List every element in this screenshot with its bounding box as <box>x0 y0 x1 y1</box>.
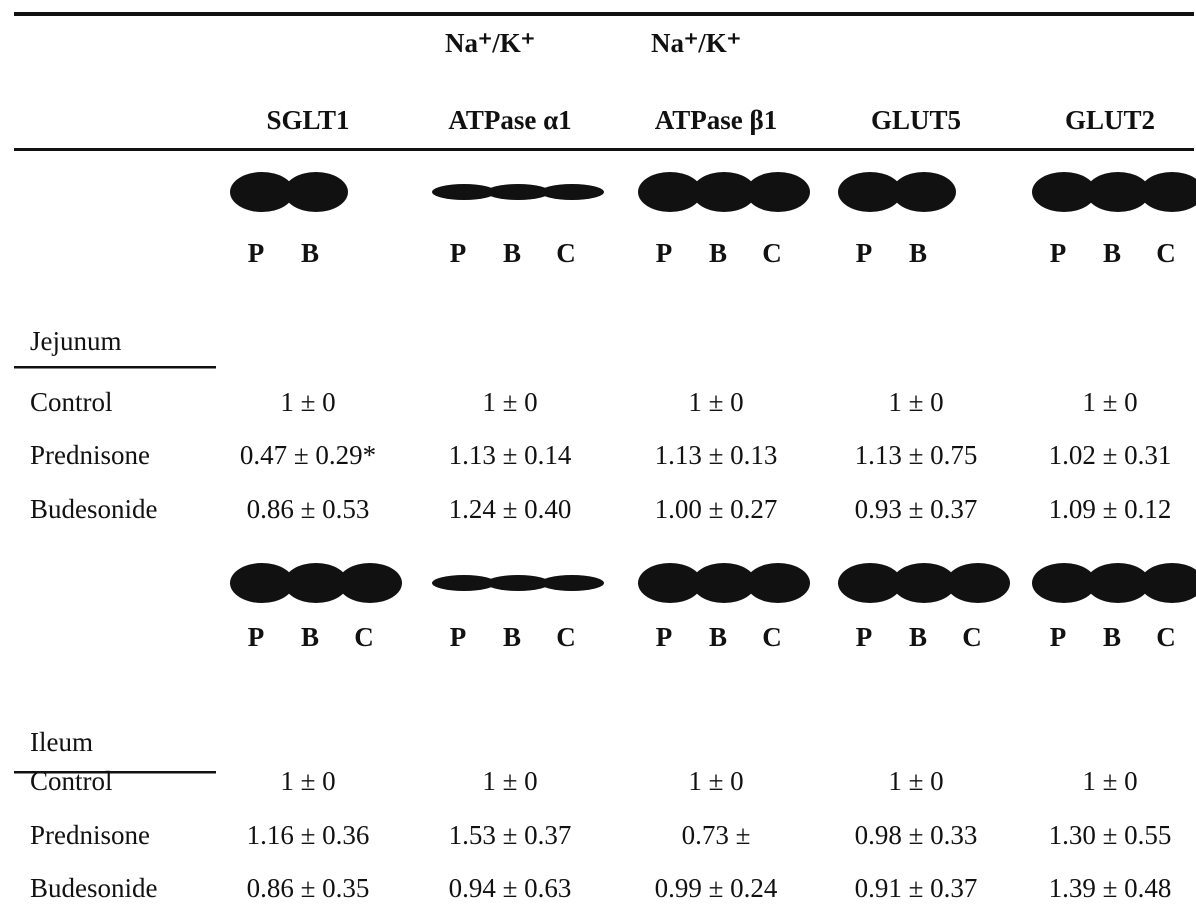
lane-label: B <box>709 238 727 268</box>
lane-label: P <box>248 238 265 268</box>
cell-value: 1.13 ± 0.13 <box>655 440 778 470</box>
cell-value: 1 ± 0 <box>482 766 537 796</box>
table-figure: SGLT1 Na⁺/K⁺ ATPase α1 Na⁺/K⁺ ATPase β1 GLUT5… <box>0 0 1196 906</box>
blot-band <box>540 184 604 200</box>
lane-label: P <box>656 238 673 268</box>
cell-value: 1 ± 0 <box>482 387 537 417</box>
cell-value: 0.99 ± 0.24 <box>655 873 778 903</box>
cell-value: 1.16 ± 0.36 <box>247 820 370 850</box>
lane-label: C <box>1156 238 1176 268</box>
row-label: Prednisone <box>30 820 150 850</box>
cell-value: 1.13 ± 0.14 <box>449 440 572 470</box>
lane-label: C <box>962 622 982 652</box>
column-header: SGLT1 <box>266 105 349 135</box>
cell-value: 0.73 ± <box>682 820 751 850</box>
column-header: GLUT5 <box>871 105 961 135</box>
lane-label: B <box>503 622 521 652</box>
column-header: GLUT2 <box>1065 105 1155 135</box>
cell-value: 1.30 ± 0.55 <box>1049 820 1172 850</box>
row-label: Prednisone <box>30 440 150 470</box>
section-title: Ileum <box>30 727 93 757</box>
lane-label: B <box>301 238 319 268</box>
lane-label: P <box>856 238 873 268</box>
column-header-line: Na⁺/K⁺ <box>445 28 535 58</box>
blot-band <box>746 563 810 603</box>
blot-band <box>946 563 1010 603</box>
lane-label: B <box>503 238 521 268</box>
section-rule <box>14 366 216 369</box>
row-label: Budesonide <box>30 494 158 524</box>
cell-value: 1.09 ± 0.12 <box>1049 494 1172 524</box>
cell-value: 1 ± 0 <box>1082 766 1137 796</box>
lane-label: P <box>450 622 467 652</box>
blot-band <box>540 575 604 591</box>
lane-label: C <box>354 622 374 652</box>
section-title: Jejunum <box>30 326 122 356</box>
top-rule <box>14 12 1194 16</box>
column-header-line: Na⁺/K⁺ <box>651 28 741 58</box>
lane-label: B <box>1103 622 1121 652</box>
cell-value: 1 ± 0 <box>688 387 743 417</box>
blot-band <box>892 172 956 212</box>
cell-value: 1.24 ± 0.40 <box>449 494 572 524</box>
cell-value: 1 ± 0 <box>1082 387 1137 417</box>
cell-value: 1 ± 0 <box>688 766 743 796</box>
cell-value: 1 ± 0 <box>888 766 943 796</box>
blot-band <box>746 172 810 212</box>
lane-label: B <box>909 238 927 268</box>
blot-band <box>338 563 402 603</box>
lane-label: C <box>1156 622 1176 652</box>
header-rule <box>14 148 1194 151</box>
lane-label: P <box>1050 622 1067 652</box>
cell-value: 1.39 ± 0.48 <box>1049 873 1172 903</box>
cell-value: 1.00 ± 0.27 <box>655 494 778 524</box>
row-label: Control <box>30 766 113 796</box>
lane-label: P <box>656 622 673 652</box>
cell-value: 0.93 ± 0.37 <box>855 494 978 524</box>
lane-label: C <box>556 622 576 652</box>
cell-value: 0.86 ± 0.53 <box>247 494 370 524</box>
cell-value: 0.47 ± 0.29* <box>240 440 376 470</box>
lane-label: P <box>450 238 467 268</box>
cell-value: 1 ± 0 <box>888 387 943 417</box>
lane-label: C <box>556 238 576 268</box>
lane-label: C <box>762 238 782 268</box>
cell-value: 0.94 ± 0.63 <box>449 873 572 903</box>
cell-value: 1.13 ± 0.75 <box>855 440 978 470</box>
lane-label: B <box>1103 238 1121 268</box>
lane-label: P <box>856 622 873 652</box>
cell-value: 1.53 ± 0.37 <box>449 820 572 850</box>
blot-band <box>1140 172 1196 212</box>
blot-band <box>1140 563 1196 603</box>
lane-label: B <box>909 622 927 652</box>
column-header: ATPase β1 <box>655 105 777 135</box>
cell-value: 1 ± 0 <box>280 766 335 796</box>
lane-label: B <box>709 622 727 652</box>
cell-value: 1.02 ± 0.31 <box>1049 440 1172 470</box>
cell-value: 0.98 ± 0.33 <box>855 820 978 850</box>
row-label: Control <box>30 387 113 417</box>
blot-band <box>284 172 348 212</box>
lane-label: B <box>301 622 319 652</box>
cell-value: 1 ± 0 <box>280 387 335 417</box>
lane-label: C <box>762 622 782 652</box>
column-header: ATPase α1 <box>448 105 571 135</box>
row-label: Budesonide <box>30 873 158 903</box>
lane-label: P <box>1050 238 1067 268</box>
cell-value: 0.91 ± 0.37 <box>855 873 978 903</box>
lane-label: P <box>248 622 265 652</box>
cell-value: 0.86 ± 0.35 <box>247 873 370 903</box>
